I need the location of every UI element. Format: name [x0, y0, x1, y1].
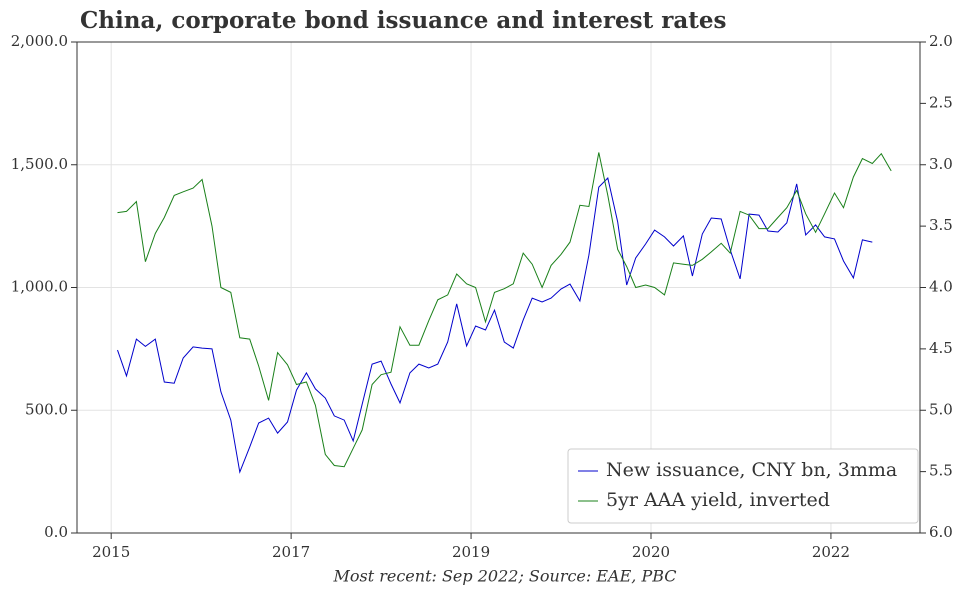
y2-tick-label: 3.0: [929, 155, 953, 173]
chart-title: China, corporate bond issuance and inter…: [80, 7, 726, 34]
y2-tick-label: 4.0: [929, 278, 953, 296]
y-tick-label: 1,500.0: [11, 155, 68, 173]
x-tick-label: 2017: [272, 543, 310, 561]
y2-tick-label: 2.5: [929, 93, 953, 111]
legend-box: [567, 448, 919, 524]
x-tick-label: 2020: [632, 543, 670, 561]
y2-tick-label: 5.0: [929, 400, 953, 418]
y2-tick-label: 3.5: [929, 216, 953, 234]
y2-tick-label: 6.0: [929, 523, 953, 541]
y-tick-label: 500.0: [25, 400, 68, 418]
x-tick-label: 2015: [92, 543, 130, 561]
legend: New issuance, CNY bn, 3mma 5yr AAA yield,…: [567, 448, 919, 524]
y2-tick-label: 4.5: [929, 339, 953, 357]
y2-tick-label: 2.0: [929, 32, 953, 50]
footnote: Most recent: Sep 2022; Source: EAE, PBC: [332, 567, 676, 586]
x-tick-label: 2019: [452, 543, 490, 561]
line-series: [117, 176, 873, 474]
legend-label: New issuance, CNY bn, 3mma: [606, 459, 897, 481]
y2-tick-label: 5.5: [929, 462, 953, 480]
x-tick-label: 2022: [812, 543, 850, 561]
legend-label: 5yr AAA yield, inverted: [606, 489, 830, 511]
line-series: [117, 152, 892, 468]
y-tick-label: 0.0: [44, 523, 68, 541]
y-tick-label: 2,000.0: [11, 32, 68, 50]
plot-frame: [76, 41, 921, 534]
y-tick-label: 1,000.0: [11, 278, 68, 296]
